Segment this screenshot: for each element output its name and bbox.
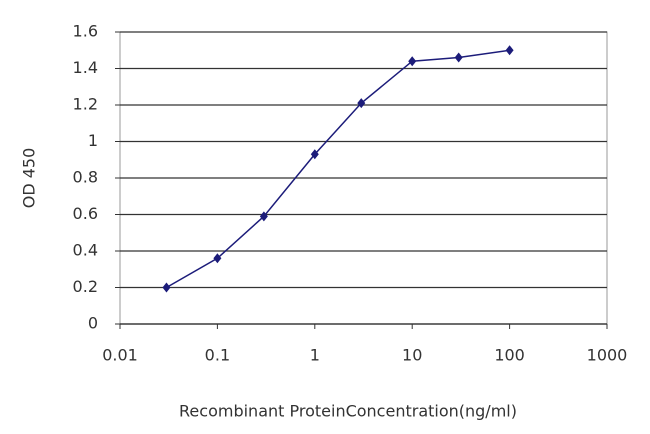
x-tick-label: 10 — [402, 346, 422, 365]
y-tick-label: 0.4 — [73, 241, 98, 260]
y-tick-label: 0.6 — [73, 204, 98, 223]
data-marker — [162, 282, 171, 293]
y-tick-label: 0 — [88, 314, 98, 333]
y-tick-label: 1 — [88, 131, 98, 150]
data-marker — [310, 149, 319, 160]
x-axis-label: Recombinant ProteinConcentration(ng/ml) — [179, 402, 517, 421]
x-tick-label: 0.1 — [205, 346, 230, 365]
x-tick-label: 1 — [310, 346, 320, 365]
x-tick-label: 100 — [494, 346, 525, 365]
data-marker — [259, 211, 268, 222]
data-line — [166, 49, 510, 289]
data-marker — [357, 98, 366, 109]
x-tick-label: 0.01 — [102, 346, 138, 365]
y-tick-label: 0.8 — [73, 168, 98, 187]
data-marker — [213, 253, 222, 264]
y-tick-label: 1.6 — [73, 22, 98, 41]
y-axis-label: OD 450 — [20, 148, 39, 209]
data-marker — [505, 45, 514, 56]
data-marker — [408, 56, 417, 67]
y-tick-label: 1.4 — [73, 58, 98, 77]
x-tick-label: 1000 — [587, 346, 628, 365]
data-marker — [454, 52, 463, 63]
y-tick-label: 0.2 — [73, 277, 98, 296]
y-tick-label: 1.2 — [73, 95, 98, 114]
